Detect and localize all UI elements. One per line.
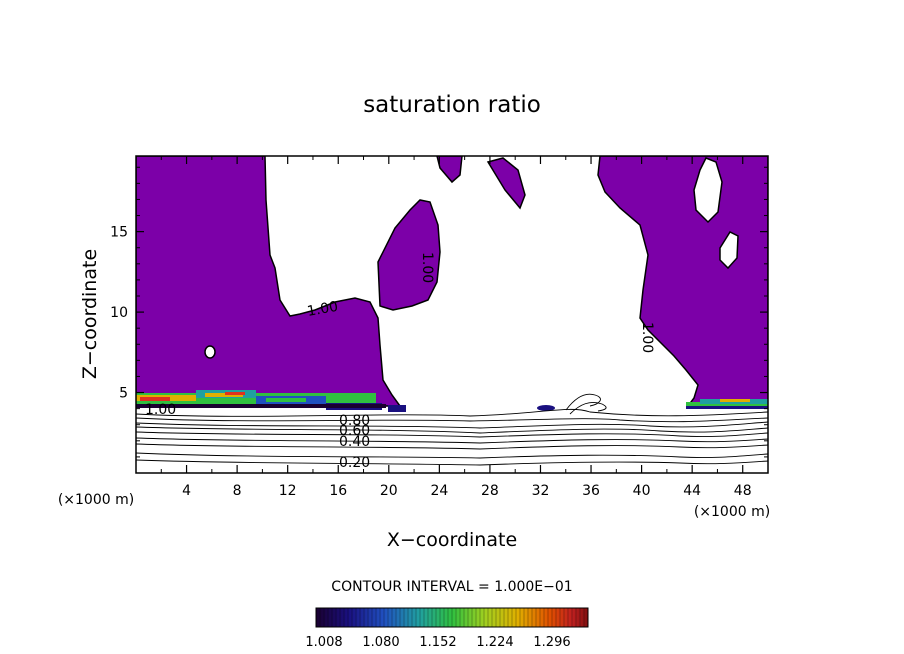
y-tick-label: 5 [119, 386, 128, 402]
colorbar-tick-label: 1.296 [533, 635, 570, 650]
x-tick-label: 40 [633, 483, 651, 499]
contour-interval-text: CONTOUR INTERVAL = 1.000E−01 [331, 579, 572, 595]
x-tick-label: 8 [233, 483, 242, 499]
x-tick-label: 44 [683, 483, 701, 499]
supersat-region-center [377, 199, 441, 311]
x-tick-label: 4 [182, 483, 191, 499]
x-axis: 4 8 12 16 20 24 28 32 36 40 44 48 [160, 156, 752, 499]
plot-area: 1.00 1.00 1.00 1.00 0.80 0.60 0.40 0.20 [136, 156, 768, 471]
clear-hole-2 [719, 231, 739, 270]
supersat-band [136, 390, 768, 412]
x-tick-label: 32 [532, 483, 550, 499]
x-axis-title: X−coordinate [387, 529, 517, 551]
x-tick-label: 12 [279, 483, 297, 499]
contour-line [136, 437, 768, 444]
contour-line [136, 459, 768, 466]
contour-line [136, 421, 768, 429]
x-tick-label: 24 [430, 483, 448, 499]
y-axis: 5 10 15 [110, 166, 768, 458]
contour-line [136, 426, 768, 434]
contour-line [136, 431, 768, 438]
contour-label-0-40: 0.40 [339, 434, 370, 450]
contour-line [136, 452, 768, 459]
contour-label-1-00: 1.00 [306, 299, 339, 320]
chart-title: saturation ratio [363, 92, 541, 118]
plot-frame [135, 155, 769, 474]
x-tick-label: 36 [582, 483, 600, 499]
y-unit-label: (×1000 m) [58, 492, 134, 508]
y-tick-label: 10 [110, 305, 128, 321]
colorbar: 1.008 1.080 1.152 1.224 1.296 [305, 607, 589, 650]
x-tick-label: 20 [380, 483, 398, 499]
contour-label-1-00: 1.00 [419, 252, 435, 283]
contour-label-0-60: 0.60 [339, 423, 370, 439]
contour-lines [136, 393, 768, 466]
contour-line [136, 408, 768, 417]
colorbar-ticks: 1.008 1.080 1.152 1.224 1.296 [305, 635, 570, 650]
contour-line [136, 443, 768, 450]
clear-hole-3 [204, 345, 216, 359]
colorbar-tick-label: 1.008 [305, 635, 342, 650]
supersat-region-top [436, 156, 463, 184]
supersat-region-left [136, 156, 402, 407]
x-tick-label: 48 [734, 483, 752, 499]
y-tick-label: 15 [110, 225, 128, 241]
contour-label-0-80: 0.80 [339, 413, 370, 429]
contour-bump [569, 402, 607, 415]
colorbar-stripes [319, 608, 585, 627]
contour-line [136, 417, 768, 423]
contour-label-1-00: 1.00 [639, 322, 655, 353]
x-unit-label: (×1000 m) [694, 504, 770, 520]
contour-label-1-00: 1.00 [145, 402, 176, 418]
contour-labels: 1.00 1.00 1.00 1.00 0.80 0.60 0.40 0.20 [145, 252, 655, 471]
contour-bump [565, 393, 601, 411]
y-axis-title: Z−coordinate [79, 249, 101, 379]
clear-hole-1 [693, 157, 723, 224]
contour-label-0-20: 0.20 [339, 455, 370, 471]
colorbar-tick-label: 1.224 [476, 635, 513, 650]
x-tick-label: 16 [329, 483, 347, 499]
supersat-region-top2 [486, 157, 526, 210]
supersat-region-right [597, 156, 768, 407]
colorbar-tick-label: 1.152 [419, 635, 456, 650]
x-tick-label: 28 [481, 483, 499, 499]
colorbar-tick-label: 1.080 [362, 635, 399, 650]
